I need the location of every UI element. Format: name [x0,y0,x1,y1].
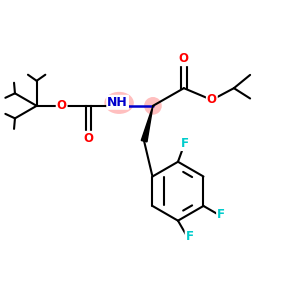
Text: NH: NH [107,96,128,109]
Text: F: F [186,230,194,243]
Text: O: O [57,99,67,112]
Text: O: O [179,52,189,65]
Text: F: F [181,137,189,150]
Text: F: F [217,208,225,220]
Text: O: O [207,93,217,106]
Polygon shape [141,106,153,142]
Text: O: O [83,132,93,145]
Ellipse shape [104,92,134,114]
Ellipse shape [144,97,162,115]
